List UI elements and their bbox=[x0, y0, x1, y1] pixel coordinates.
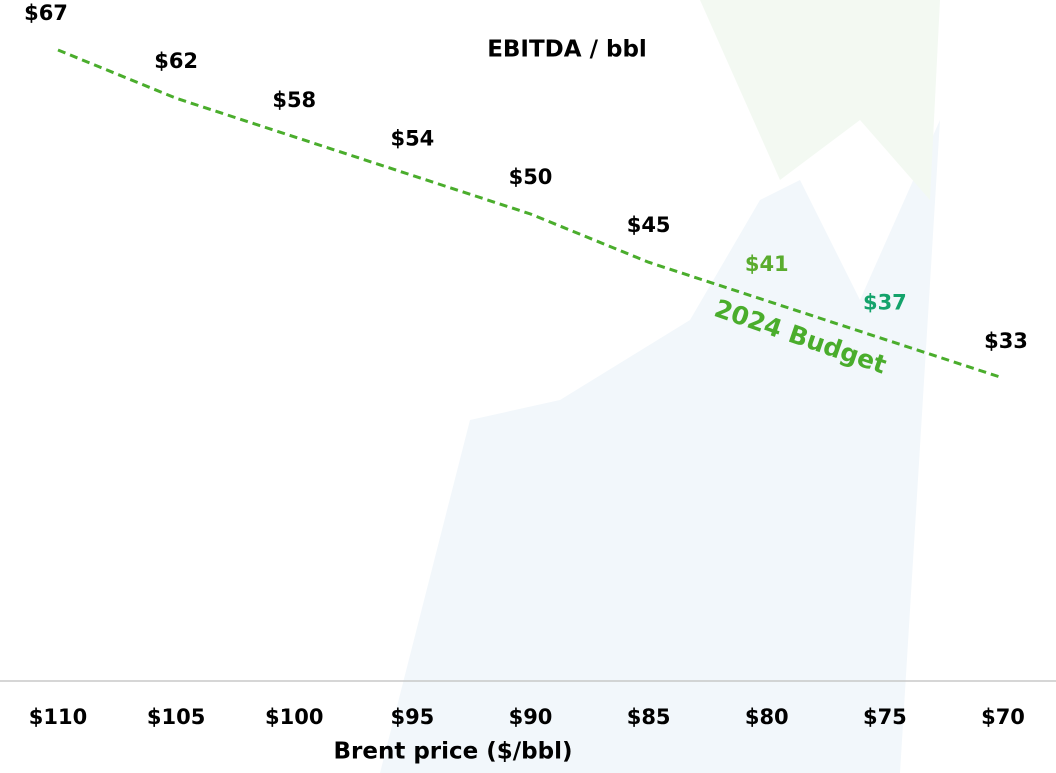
data-label: $54 bbox=[390, 126, 434, 150]
data-label: $58 bbox=[272, 88, 316, 112]
data-label: $50 bbox=[509, 165, 553, 189]
data-label: $62 bbox=[154, 49, 198, 73]
data-label: $45 bbox=[627, 213, 671, 237]
x-tick-label: $90 bbox=[509, 705, 553, 729]
data-label: $33 bbox=[984, 329, 1028, 353]
x-tick-label: $105 bbox=[147, 705, 205, 729]
x-tick-label: $75 bbox=[863, 705, 907, 729]
x-axis-title: Brent price ($/bbl) bbox=[333, 739, 572, 765]
x-tick-label: $80 bbox=[745, 705, 789, 729]
chart-title: EBITDA / bbl bbox=[487, 37, 647, 63]
data-label: $37 bbox=[863, 290, 907, 314]
x-tick-label: $110 bbox=[29, 705, 87, 729]
x-tick-label: $70 bbox=[981, 705, 1025, 729]
background-shape bbox=[700, 0, 940, 200]
x-tick-label: $95 bbox=[390, 705, 434, 729]
data-label: $41 bbox=[745, 252, 789, 276]
x-tick-label: $100 bbox=[265, 705, 323, 729]
data-label: $67 bbox=[24, 1, 68, 25]
chart: EBITDA / bbl Brent price ($/bbl) $110 $10… bbox=[0, 0, 1056, 773]
x-tick-label: $85 bbox=[627, 705, 671, 729]
